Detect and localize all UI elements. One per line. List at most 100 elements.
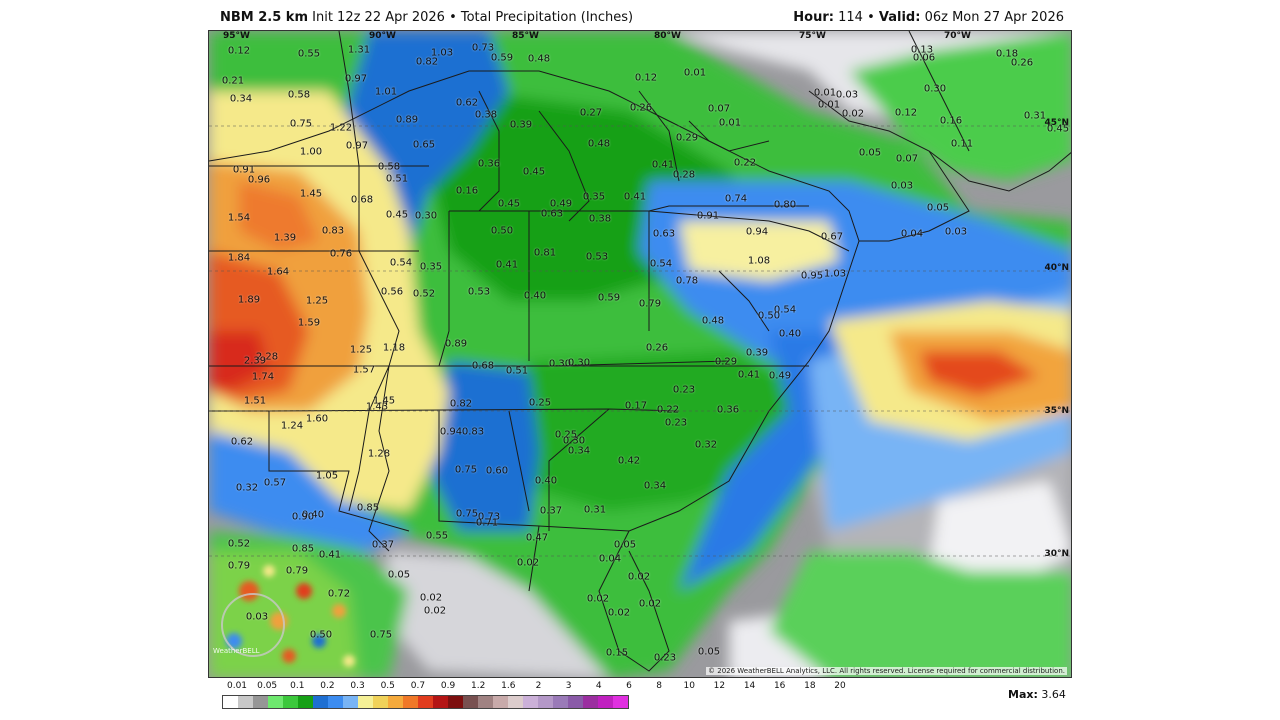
precip-value-label: 1.45 [299,188,323,200]
legend-swatch [538,696,553,708]
legend-label: 4 [595,681,602,691]
precip-value-label: 0.45 [497,198,521,210]
precip-value-label: 0.25 [554,429,578,441]
copyright-credit: © 2026 WeatherBELL Analytics, LLC. All r… [706,667,1067,675]
precip-value-label: 0.55 [425,530,449,542]
precip-value-label: 0.75 [369,629,393,641]
legend-swatch [523,696,538,708]
init-description: Init 12z 22 Apr 2026 • Total Precipitati… [312,10,634,25]
precip-value-label: 0.13 [910,44,934,56]
precip-value-label: 1.28 [367,448,391,460]
precip-value-label: 0.91 [232,164,256,176]
precip-value-label: 0.48 [701,315,725,327]
legend-swatch [253,696,268,708]
precip-value-label: 0.01 [817,99,841,111]
precip-value-label: 0.79 [285,565,309,577]
precip-value-label: 0.01 [813,87,837,99]
precip-value-label: 0.29 [675,132,699,144]
precip-value-label: 0.79 [638,298,662,310]
precip-value-label: 0.82 [449,398,473,410]
legend-label: 0.01 [226,681,248,691]
precip-value-label: 0.30 [562,435,586,447]
precip-value-label: 0.45 [522,166,546,178]
precip-value-label: 1.54 [227,212,251,224]
precip-value-label: 0.54 [649,258,673,270]
precip-value-label: 0.30 [414,210,438,222]
lon-label-75w: 75°W [799,31,826,41]
precip-value-label: 0.45 [1046,123,1070,135]
precip-value-label: 1.01 [374,86,398,98]
precip-value-label: 0.34 [229,93,253,105]
precip-value-label: 0.02 [841,108,865,120]
precip-value-label: 0.21 [221,75,245,87]
legend-swatch [358,696,373,708]
precip-value-label: 1.31 [347,44,371,56]
precip-value-label: 0.80 [773,199,797,211]
precip-value-label: 0.52 [227,538,251,550]
precip-value-label: 0.54 [773,304,797,316]
max-label: Max: [1008,688,1038,701]
precip-value-label: 0.05 [858,147,882,159]
legend-swatch [493,696,508,708]
precip-value-label: 0.34 [643,480,667,492]
legend-label: 16 [773,681,786,691]
lat-label-45n: 45°N [1044,118,1069,128]
precip-value-label: 0.22 [733,157,757,169]
precip-value-label: 0.03 [835,89,859,101]
precip-value-label: 0.16 [939,115,963,127]
precip-value-label: 0.40 [523,290,547,302]
legend-label: 1.6 [501,681,516,691]
precip-value-label: 0.56 [380,286,404,298]
precip-value-label: 1.89 [237,294,261,306]
precip-value-label: 0.94 [745,226,769,238]
precip-value-label: 0.91 [696,210,720,222]
precip-value-label: 0.79 [227,560,251,572]
legend-swatch [313,696,328,708]
precip-value-label: 0.58 [287,89,311,101]
precip-value-label: 0.05 [613,539,637,551]
precip-value-label: 1.43 [365,401,389,413]
precip-value-label: 0.25 [528,397,552,409]
precip-value-label: 1.24 [280,420,304,432]
border-lines [209,31,1071,672]
precip-value-label: 0.39 [509,119,533,131]
legend-swatch [283,696,298,708]
precip-value-label: 0.45 [385,209,409,221]
precip-value-label: 0.49 [549,198,573,210]
legend-swatch [613,696,628,708]
precip-value-label: 0.06 [912,52,936,64]
precip-value-label: 0.11 [950,138,974,150]
precip-value-label: 0.78 [675,275,699,287]
precip-value-label: 1.84 [227,252,251,264]
legend-swatch [238,696,253,708]
precip-value-label: 0.40 [301,509,325,521]
legend-swatch [343,696,358,708]
precip-value-label: 1.39 [273,232,297,244]
precip-value-label: 0.23 [672,384,696,396]
precip-value-label: 0.01 [683,67,707,79]
legend-label: 3 [565,681,572,691]
precip-value-label: 0.01 [718,117,742,129]
precip-value-label: 0.32 [235,482,259,494]
precip-value-label: 1.08 [747,255,771,267]
legend-swatch [508,696,523,708]
precip-value-label: 0.47 [525,532,549,544]
precip-value-label: 0.36 [716,404,740,416]
precip-value-label: 0.05 [387,569,411,581]
precip-value-label: 0.41 [495,259,519,271]
precip-value-label: 0.53 [467,286,491,298]
precip-value-label: 0.55 [297,48,321,60]
max-value: Max: 3.64 [1008,688,1066,701]
precip-value-label: 0.40 [534,475,558,487]
precip-value-label: 0.50 [490,225,514,237]
precip-value-label: 0.02 [586,593,610,605]
legend-swatch [418,696,433,708]
legend-swatch [478,696,493,708]
legend-color-bar [222,695,629,709]
precip-value-label: 0.63 [652,228,676,240]
valid-label: Valid: [878,10,921,25]
precip-value-label: 0.02 [607,607,631,619]
precip-value-label: 0.03 [890,180,914,192]
precip-value-label: 0.58 [377,161,401,173]
precip-value-label: 0.42 [617,455,641,467]
